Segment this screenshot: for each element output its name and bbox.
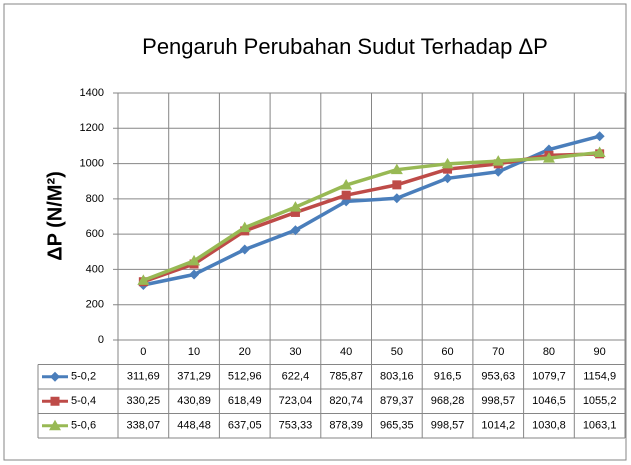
table-value: 1046,5: [532, 395, 566, 407]
table-value: 330,25: [127, 395, 161, 407]
legend-marker: [50, 396, 60, 406]
marker: [390, 163, 403, 175]
chart-title: Pengaruh Perubahan Sudut Terhadap ΔP: [142, 34, 548, 59]
x-tick-label: 10: [188, 346, 200, 358]
marker: [238, 221, 251, 233]
marker: [492, 155, 505, 166]
table-value: 965,35: [380, 420, 414, 432]
table-value: 1030,8: [532, 420, 566, 432]
series-line: [142, 150, 600, 282]
legend-marker: [49, 419, 61, 431]
marker: [542, 152, 555, 163]
y-tick-label: 1200: [80, 122, 104, 134]
legend-label: 5-0,4: [71, 395, 96, 407]
y-tick-label: 1400: [80, 87, 104, 99]
marker: [391, 193, 402, 204]
marker: [441, 157, 454, 169]
marker: [593, 146, 606, 157]
x-tick-label: 50: [391, 346, 403, 358]
chart-border: [3, 3, 627, 461]
table-value: 622,4: [282, 371, 310, 383]
table-value: 753,33: [279, 420, 313, 432]
marker: [189, 269, 200, 280]
table-value: 1154,9: [583, 371, 616, 383]
legend-label: 5-0,6: [71, 420, 96, 432]
table-value: 820,74: [329, 395, 363, 407]
marker: [594, 131, 605, 142]
marker: [137, 274, 150, 285]
table-value: 879,37: [380, 395, 414, 407]
marker: [443, 164, 453, 174]
x-tick-label: 60: [441, 346, 453, 358]
marker: [340, 179, 353, 190]
legend-label: 5-0,2: [71, 371, 96, 383]
x-tick-label: 90: [594, 346, 606, 358]
table-value: 1079,7: [532, 371, 566, 383]
table-value: 1014,2: [481, 420, 515, 432]
x-tick-label: 40: [340, 346, 352, 358]
marker: [442, 173, 453, 184]
marker: [289, 201, 302, 212]
table-value: 953,63: [481, 371, 515, 383]
table-value: 723,04: [279, 395, 313, 407]
marker: [188, 254, 201, 266]
y-tick-label: 800: [86, 193, 104, 205]
table-value: 998,57: [481, 395, 515, 407]
x-tick-label: 80: [543, 346, 555, 358]
marker: [341, 190, 351, 200]
table-value: 637,05: [228, 420, 262, 432]
y-tick-label: 0: [98, 334, 104, 346]
table-value: 338,07: [127, 420, 161, 432]
legend-marker: [50, 371, 60, 382]
x-tick-label: 70: [492, 346, 504, 358]
table-value: 618,49: [228, 395, 262, 407]
table-value: 998,57: [431, 420, 465, 432]
marker: [493, 166, 504, 177]
marker: [239, 244, 250, 255]
table-value: 968,28: [431, 395, 465, 407]
marker: [290, 225, 301, 236]
table-value: 371,29: [177, 371, 211, 383]
y-tick-label: 1000: [80, 157, 104, 169]
table-value: 512,96: [228, 371, 262, 383]
x-tick-label: 20: [239, 346, 251, 358]
table-value: 916,5: [434, 371, 462, 383]
marker: [392, 180, 402, 190]
table-value: 311,69: [127, 371, 160, 383]
table-value: 878,39: [329, 420, 363, 432]
table-value: 448,48: [177, 420, 211, 432]
x-tick-label: 30: [289, 346, 301, 358]
table-value: 803,16: [380, 371, 414, 383]
marker: [290, 207, 300, 217]
table-value: 785,87: [329, 371, 363, 383]
y-axis-label: ΔP (N/M²): [44, 171, 66, 261]
y-tick-label: 400: [86, 263, 104, 275]
y-tick-label: 600: [86, 228, 104, 240]
table-value: 1055,2: [583, 395, 617, 407]
y-tick-label: 200: [86, 299, 104, 311]
table-value: 1063,1: [583, 420, 617, 432]
table-value: 430,89: [177, 395, 211, 407]
x-tick-label: 0: [140, 346, 146, 358]
